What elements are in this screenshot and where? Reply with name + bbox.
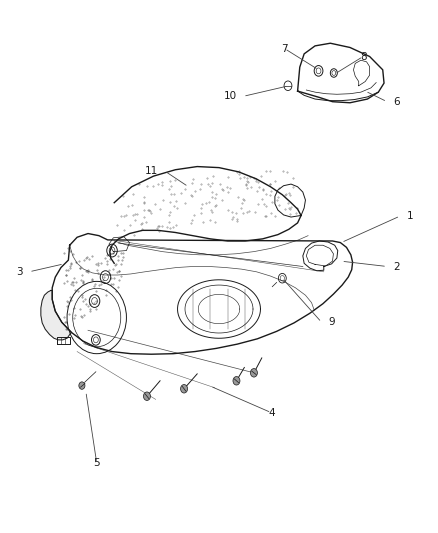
Circle shape bbox=[251, 368, 258, 377]
Circle shape bbox=[144, 392, 150, 400]
Text: 2: 2 bbox=[394, 262, 400, 271]
Text: 5: 5 bbox=[93, 458, 100, 468]
Circle shape bbox=[79, 382, 85, 389]
Text: 7: 7 bbox=[281, 44, 288, 53]
Text: 9: 9 bbox=[328, 317, 335, 327]
Polygon shape bbox=[41, 290, 71, 340]
Circle shape bbox=[233, 376, 240, 385]
Circle shape bbox=[180, 384, 187, 393]
Text: 3: 3 bbox=[16, 267, 22, 277]
Text: 1: 1 bbox=[407, 211, 413, 221]
Text: 8: 8 bbox=[360, 52, 367, 61]
Text: 10: 10 bbox=[223, 91, 237, 101]
Text: 6: 6 bbox=[394, 96, 400, 107]
Text: 11: 11 bbox=[145, 166, 158, 176]
Text: 4: 4 bbox=[268, 408, 275, 418]
